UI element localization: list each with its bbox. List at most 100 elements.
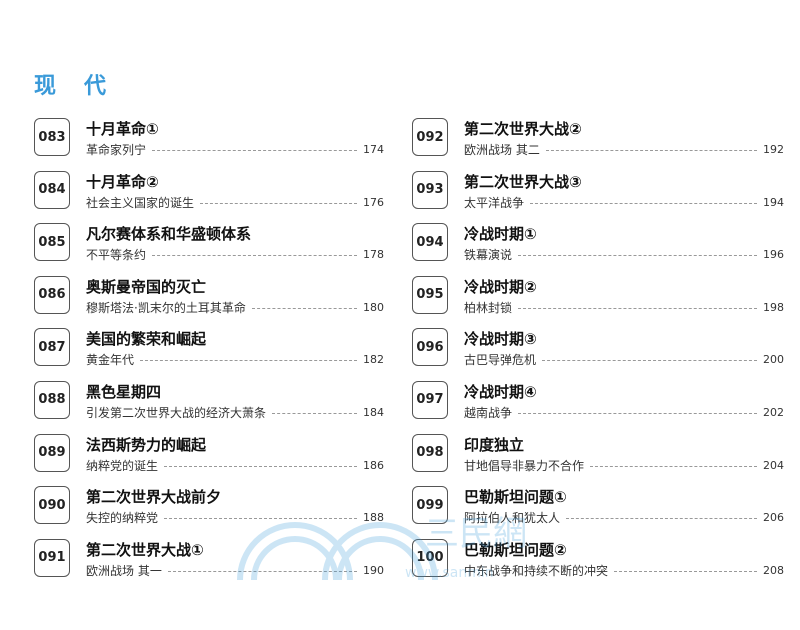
toc-entry[interactable]: 096 冷战时期③ 古巴导弹危机 200: [412, 326, 784, 379]
chapter-subtitle: 革命家列宁: [86, 143, 147, 157]
chapter-title: 十月革命①: [86, 120, 159, 138]
chapter-number-badge: 092: [412, 118, 448, 156]
chapter-subtitle: 阿拉伯人和犹太人: [464, 511, 561, 526]
page-number: 208: [763, 563, 784, 577]
chapter-number-badge: 089: [34, 433, 70, 472]
chapter-title: 第二次世界大战②: [464, 120, 582, 138]
chapter-number-badge: 094: [412, 223, 448, 262]
toc-entry[interactable]: 086 奥斯曼帝国的灭亡 穆斯塔法·凯末尔的土耳其革命 180: [34, 274, 384, 327]
chapter-subtitle: 不平等条约: [86, 248, 147, 263]
dot-leader: [152, 150, 357, 151]
chapter-subtitle: 铁幕演说: [464, 248, 513, 263]
chapter-number-badge: 098: [412, 433, 448, 472]
chapter-subtitle: 失控的纳粹党: [86, 511, 159, 526]
page-number: 192: [763, 143, 784, 156]
chapter-number-badge: 085: [34, 223, 70, 262]
chapter-subtitle: 穆斯塔法·凯末尔的土耳其革命: [86, 300, 246, 315]
chapter-subtitle: 古巴导弹危机: [464, 353, 537, 368]
toc-entry[interactable]: 085 凡尔赛体系和华盛顿体系 不平等条约 178: [34, 221, 384, 274]
page-number: 196: [763, 248, 784, 262]
toc-entry[interactable]: 094 冷战时期① 铁幕演说 196: [412, 221, 784, 274]
page-number: 174: [363, 143, 384, 156]
dot-leader: [614, 570, 757, 572]
chapter-number-badge: 091: [34, 538, 70, 577]
toc-entry[interactable]: 088 黑色星期四 引发第二次世界大战的经济大萧条 184: [34, 379, 384, 432]
chapter-title: 黑色星期四: [86, 382, 162, 401]
chapter-subtitle: 黄金年代: [86, 353, 135, 368]
chapter-subtitle: 越南战争: [464, 405, 513, 420]
chapter-number-badge: 096: [412, 328, 448, 367]
chapter-title: 冷战时期①: [464, 225, 537, 244]
chapter-title: 凡尔赛体系和华盛顿体系: [86, 225, 252, 244]
page-number: 186: [363, 458, 384, 472]
chapter-subtitle: 柏林封锁: [464, 300, 513, 315]
chapter-title: 第二次世界大战①: [86, 540, 204, 559]
toc-entry[interactable]: 097 冷战时期④ 越南战争 202: [412, 379, 784, 432]
chapter-title: 奥斯曼帝国的灭亡: [86, 277, 207, 296]
page-number: 182: [363, 353, 384, 367]
chapter-title: 冷战时期④: [464, 382, 537, 401]
page-number: 198: [763, 300, 784, 314]
chapter-title: 第二次世界大战前夕: [86, 488, 222, 507]
page-number: 188: [363, 511, 384, 525]
toc-entry[interactable]: 091 第二次世界大战① 欧洲战场 其一 190: [34, 537, 384, 590]
dot-leader: [164, 465, 357, 467]
toc-entry[interactable]: 087 美国的繁荣和崛起 黄金年代 182: [34, 326, 384, 379]
toc-entry[interactable]: 099 巴勒斯坦问题① 阿拉伯人和犹太人 206: [412, 484, 784, 537]
chapter-number-badge: 097: [412, 380, 448, 419]
toc-entry[interactable]: 083 十月革命① 革命家列宁 174: [34, 116, 384, 169]
toc-left-column: 083 十月革命① 革命家列宁 174 084 十月革命② 社会主义国家的诞生 …: [34, 116, 384, 589]
chapter-subtitle: 太平洋战争: [464, 195, 525, 210]
chapter-title: 十月革命②: [86, 172, 159, 191]
page-number: 206: [763, 511, 784, 525]
chapter-subtitle: 中东战争和持续不断的冲突: [464, 563, 609, 578]
dot-leader: [164, 518, 357, 520]
chapter-subtitle: 纳粹党的诞生: [86, 458, 159, 473]
chapter-number-badge: 099: [412, 486, 448, 525]
dot-leader: [518, 255, 757, 257]
toc-entry[interactable]: 090 第二次世界大战前夕 失控的纳粹党 188: [34, 484, 384, 537]
chapter-number-badge: 088: [34, 380, 70, 419]
page-number: 178: [363, 248, 384, 262]
toc-entry[interactable]: 100 巴勒斯坦问题② 中东战争和持续不断的冲突 208: [412, 537, 784, 590]
dot-leader: [152, 255, 357, 257]
dot-leader: [566, 518, 757, 520]
page-number: 176: [363, 195, 384, 209]
chapter-number-badge: 095: [412, 275, 448, 314]
chapter-number-badge: 084: [34, 170, 70, 209]
dot-leader: [542, 360, 757, 362]
toc-entry[interactable]: 093 第二次世界大战③ 太平洋战争 194: [412, 169, 784, 222]
chapter-title: 冷战时期③: [464, 330, 537, 349]
chapter-title: 巴勒斯坦问题①: [464, 488, 567, 507]
page-number: 184: [363, 405, 384, 419]
dot-leader: [518, 412, 757, 414]
chapter-subtitle: 引发第二次世界大战的经济大萧条: [86, 405, 267, 420]
dot-leader: [272, 412, 357, 414]
chapter-number-badge: 100: [412, 538, 448, 577]
page-number: 190: [363, 563, 384, 577]
dot-leader: [140, 360, 357, 362]
chapter-number-badge: 090: [34, 486, 70, 525]
dot-leader: [590, 465, 757, 467]
chapter-number-badge: 086: [34, 275, 70, 314]
page-number: 180: [363, 300, 384, 314]
dot-leader: [167, 570, 357, 572]
toc-entry[interactable]: 092 第二次世界大战② 欧洲战场 其二 192: [412, 116, 784, 169]
toc-entry[interactable]: 095 冷战时期② 柏林封锁 198: [412, 274, 784, 327]
chapter-subtitle: 社会主义国家的诞生: [86, 195, 195, 210]
chapter-subtitle: 欧洲战场 其二: [464, 143, 540, 157]
chapter-title: 第二次世界大战③: [464, 172, 582, 191]
chapter-title: 法西斯势力的崛起: [86, 435, 207, 454]
chapter-number-badge: 087: [34, 328, 70, 367]
toc-entry[interactable]: 089 法西斯势力的崛起 纳粹党的诞生 186: [34, 432, 384, 485]
dot-leader: [251, 307, 357, 309]
toc-entry[interactable]: 084 十月革命② 社会主义国家的诞生 176: [34, 169, 384, 222]
chapter-title: 美国的繁荣和崛起: [86, 330, 207, 349]
dot-leader: [518, 307, 757, 309]
chapter-number-badge: 093: [412, 170, 448, 209]
page-number: 202: [763, 405, 784, 419]
chapter-subtitle: 甘地倡导非暴力不合作: [464, 458, 585, 473]
toc-right-column: 092 第二次世界大战② 欧洲战场 其二 192 093 第二次世界大战③ 太平…: [412, 116, 784, 589]
page-number: 200: [763, 353, 784, 367]
toc-entry[interactable]: 098 印度独立 甘地倡导非暴力不合作 204: [412, 432, 784, 485]
